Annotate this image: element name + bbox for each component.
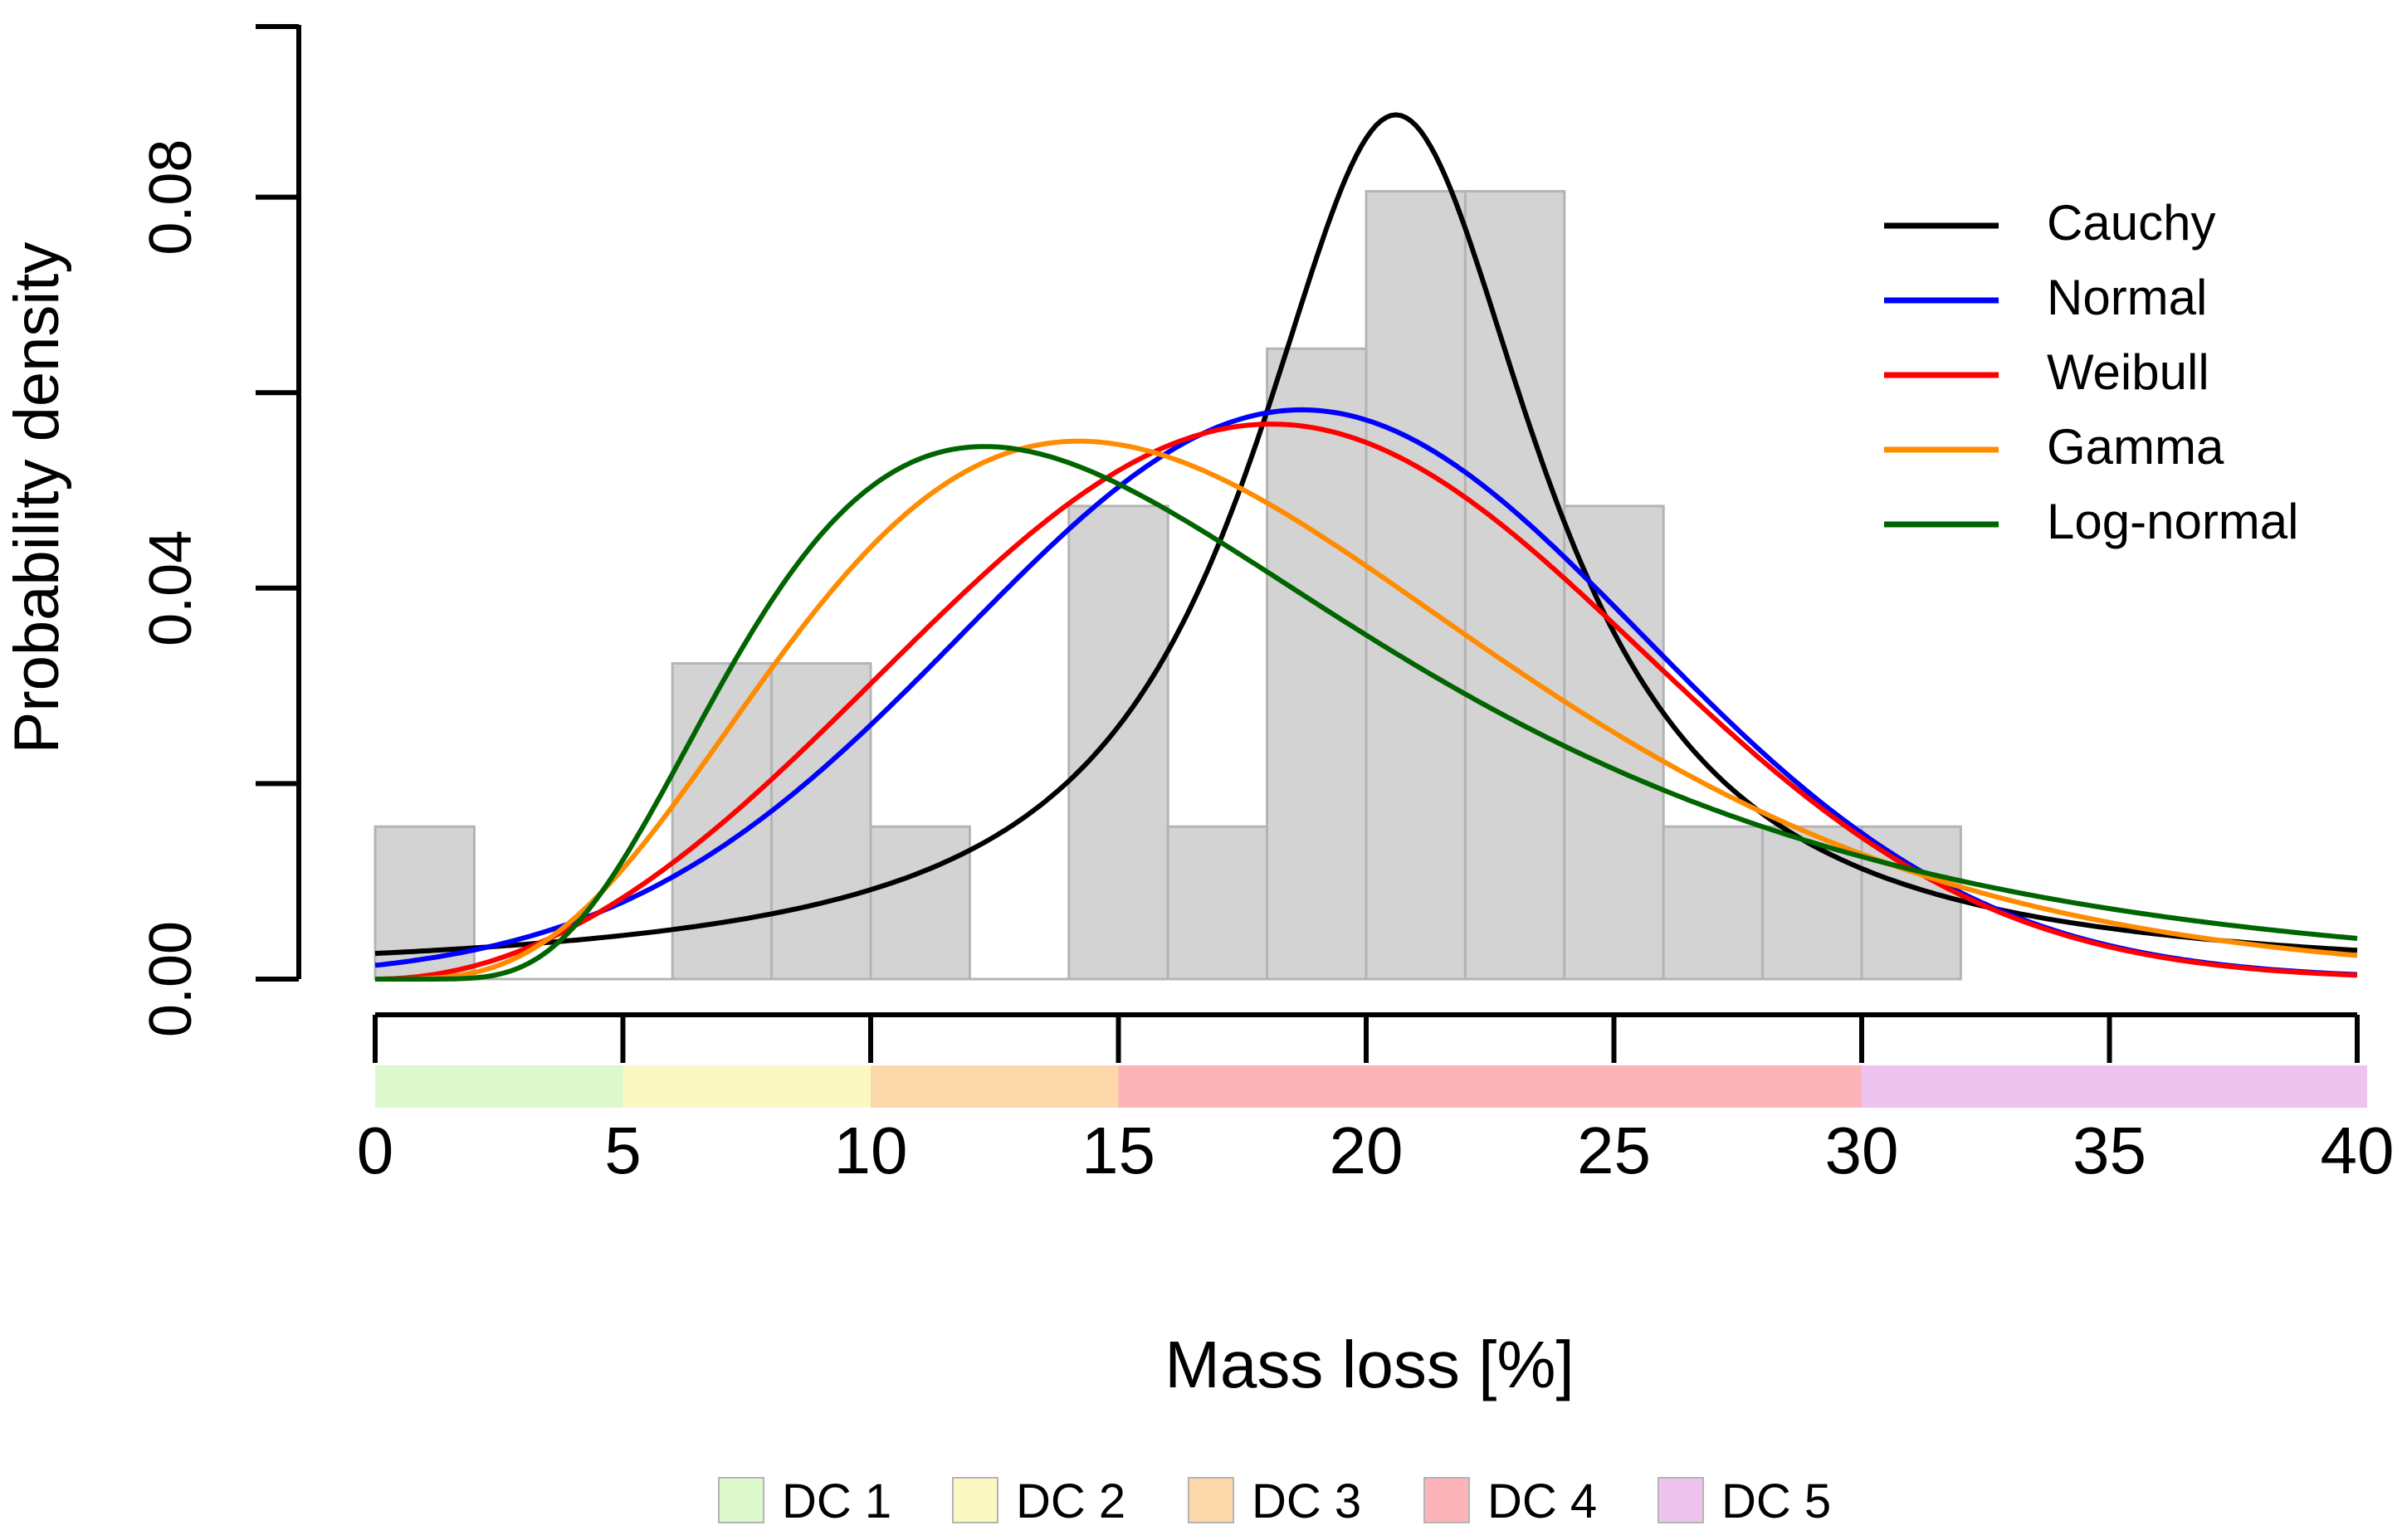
histogram-bar-15	[1860, 825, 1962, 981]
x-tick-label: 5	[604, 1114, 642, 1187]
damage-class-band-3	[871, 1065, 1119, 1108]
histogram-bar-11	[1463, 190, 1566, 981]
x-axis-label: Mass loss [%]	[1164, 1328, 1574, 1401]
damage-class-band-2	[622, 1065, 871, 1108]
histogram-bar-4	[770, 662, 872, 981]
histogram-bar-10	[1365, 190, 1467, 981]
histogram-bar-12	[1563, 504, 1665, 981]
y-axis: 0.00 0.04 0.08	[138, 24, 301, 1037]
damage-class-band-4	[1118, 1065, 1862, 1108]
x-tick-label: 30	[1825, 1114, 1899, 1187]
dc-legend-label-3: DC 3	[1252, 1474, 1361, 1528]
dc-legend-label-4: DC 4	[1487, 1474, 1597, 1528]
histogram-bar-0	[374, 825, 476, 981]
x-tick-label: 15	[1081, 1114, 1155, 1187]
density-curves	[374, 112, 2358, 982]
histogram-bar-5	[869, 825, 971, 981]
dc-legend-label-5: DC 5	[1721, 1474, 1831, 1528]
dc-legend-swatch-5	[1658, 1477, 1704, 1523]
damage-class-band-5	[1862, 1065, 2367, 1108]
curve-weibull	[375, 422, 2358, 982]
legend-label-cauchy: Cauchy	[2047, 195, 2215, 251]
histogram-bars	[374, 190, 1962, 981]
x-tick-label: 0	[357, 1114, 394, 1187]
dc-legend-label-1: DC 1	[782, 1474, 891, 1528]
dc-legend-swatch-1	[718, 1477, 764, 1523]
curve-legend: Cauchy Normal Weibull Gamma Log-normal	[1884, 195, 2299, 549]
legend-label-weibull: Weibull	[2047, 344, 2209, 400]
x-tick-label: 20	[1330, 1114, 1404, 1187]
damage-class-band-1	[375, 1065, 623, 1108]
y-tick-label: 0.08	[138, 139, 204, 256]
x-tick-label: 40	[2321, 1114, 2395, 1187]
histogram-bar-9	[1266, 347, 1368, 981]
x-tick-label: 10	[834, 1114, 908, 1187]
curve-log-normal	[375, 444, 2358, 982]
curve-cauchy	[374, 112, 2358, 957]
histogram-bar-13	[1662, 825, 1765, 981]
damage-class-legend: DC 1 DC 2 DC 3 DC 4 DC 5	[718, 1474, 1831, 1528]
y-tick-label: 0.00	[138, 921, 204, 1037]
curve-gamma	[375, 438, 2358, 982]
x-axis: 0 5 10 15 20 25 30 35 40	[357, 1012, 2395, 1187]
dc-legend-label-2: DC 2	[1016, 1474, 1125, 1528]
x-tick-label: 35	[2073, 1114, 2146, 1187]
dc-legend-swatch-2	[952, 1477, 998, 1523]
histogram-bar-8	[1166, 825, 1269, 981]
legend-label-gamma: Gamma	[2047, 419, 2224, 475]
dc-legend-swatch-4	[1423, 1477, 1470, 1523]
legend-label-normal: Normal	[2047, 270, 2207, 325]
legend-label-log-normal: Log-normal	[2047, 494, 2299, 549]
y-axis-label: Probability density	[2, 242, 72, 754]
dc-legend-swatch-3	[1188, 1477, 1234, 1523]
y-tick-label: 0.04	[138, 530, 204, 646]
damage-class-strip	[375, 1065, 2367, 1108]
x-tick-label: 25	[1577, 1114, 1651, 1187]
histogram-bar-7	[1067, 504, 1169, 981]
